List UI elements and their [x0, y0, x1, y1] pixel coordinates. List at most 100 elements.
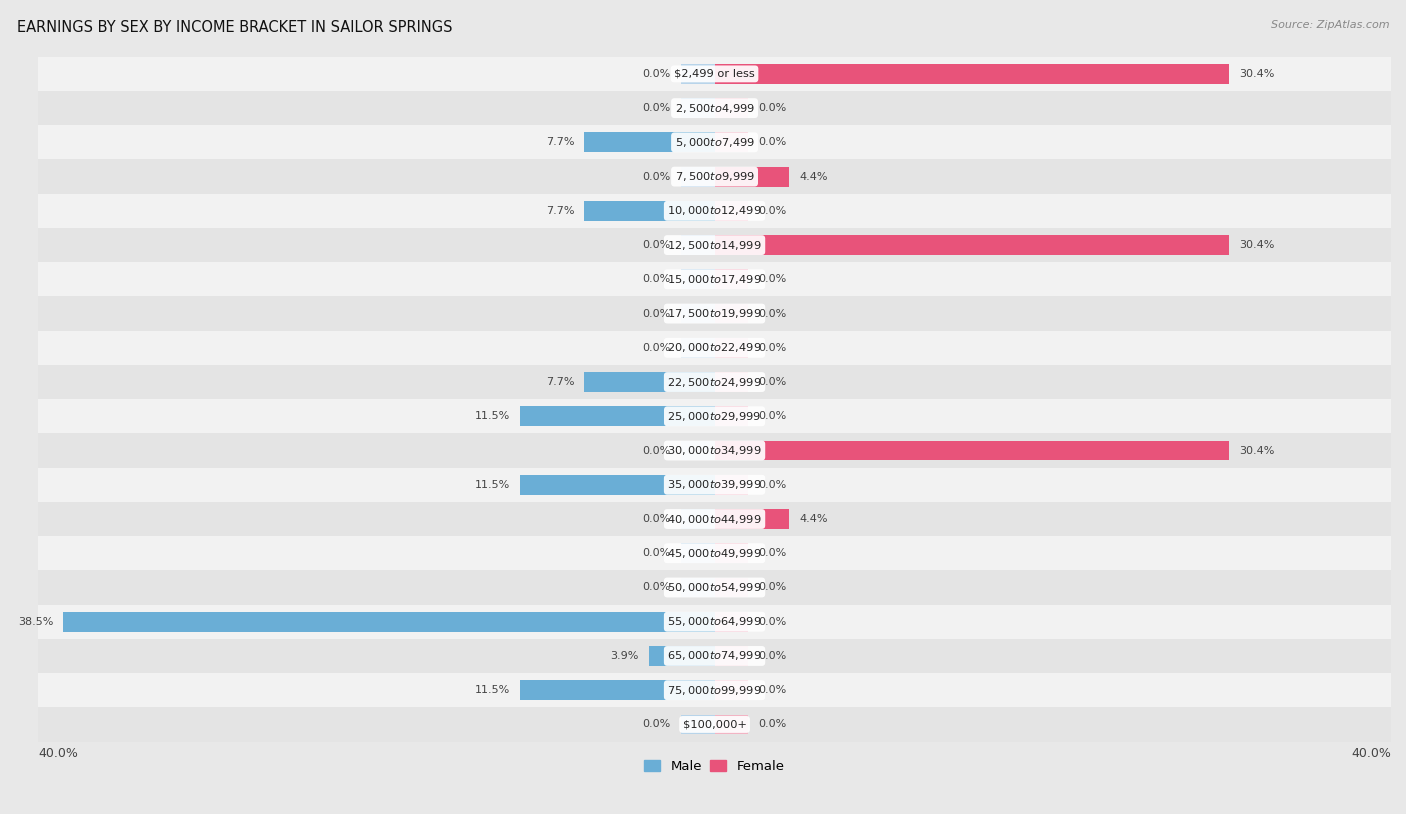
Text: 7.7%: 7.7%	[546, 138, 574, 147]
Bar	[714, 646, 748, 666]
Bar	[681, 406, 714, 427]
Bar	[714, 612, 748, 632]
Bar	[714, 235, 748, 255]
Text: $75,000 to $99,999: $75,000 to $99,999	[668, 684, 762, 697]
Text: Source: ZipAtlas.com: Source: ZipAtlas.com	[1271, 20, 1389, 30]
Bar	[38, 330, 1391, 365]
Text: $50,000 to $54,999: $50,000 to $54,999	[668, 581, 762, 594]
Bar	[585, 133, 714, 152]
Bar	[38, 296, 1391, 330]
Text: $15,000 to $17,499: $15,000 to $17,499	[668, 273, 762, 286]
Text: 0.0%: 0.0%	[758, 549, 787, 558]
Bar	[681, 612, 714, 632]
Text: $2,499 or less: $2,499 or less	[675, 69, 755, 79]
Text: $2,500 to $4,999: $2,500 to $4,999	[675, 102, 755, 115]
Text: 0.0%: 0.0%	[643, 445, 671, 456]
Bar	[38, 605, 1391, 639]
Bar	[714, 133, 748, 152]
Text: 11.5%: 11.5%	[475, 685, 510, 695]
Bar	[585, 372, 714, 392]
Bar	[714, 167, 789, 186]
Bar	[681, 98, 714, 118]
Text: 0.0%: 0.0%	[758, 720, 787, 729]
Text: $55,000 to $64,999: $55,000 to $64,999	[668, 615, 762, 628]
Text: 0.0%: 0.0%	[758, 103, 787, 113]
Text: $20,000 to $22,499: $20,000 to $22,499	[668, 341, 762, 354]
Text: 0.0%: 0.0%	[758, 617, 787, 627]
Text: 0.0%: 0.0%	[643, 172, 671, 182]
Bar	[38, 125, 1391, 160]
Bar	[714, 543, 748, 563]
Text: 0.0%: 0.0%	[643, 69, 671, 79]
Text: 0.0%: 0.0%	[758, 309, 787, 318]
Bar	[63, 612, 714, 632]
Text: 0.0%: 0.0%	[643, 583, 671, 593]
Text: 11.5%: 11.5%	[475, 479, 510, 490]
Bar	[38, 536, 1391, 571]
Text: $12,500 to $14,999: $12,500 to $14,999	[668, 239, 762, 252]
Bar	[681, 646, 714, 666]
Bar	[681, 543, 714, 563]
Bar	[38, 160, 1391, 194]
Bar	[38, 228, 1391, 262]
Text: 0.0%: 0.0%	[758, 206, 787, 216]
Bar	[714, 475, 748, 495]
Bar	[681, 201, 714, 221]
Text: $65,000 to $74,999: $65,000 to $74,999	[668, 650, 762, 663]
Bar	[681, 235, 714, 255]
Bar	[681, 681, 714, 700]
Bar	[38, 639, 1391, 673]
Text: $30,000 to $34,999: $30,000 to $34,999	[668, 444, 762, 457]
Bar	[714, 304, 748, 323]
Text: 0.0%: 0.0%	[643, 514, 671, 524]
Bar	[38, 433, 1391, 468]
Text: 30.4%: 30.4%	[1239, 445, 1274, 456]
Bar	[681, 338, 714, 357]
Text: 0.0%: 0.0%	[758, 274, 787, 284]
Bar	[714, 681, 748, 700]
Bar	[585, 201, 714, 221]
Bar	[520, 406, 714, 427]
Text: EARNINGS BY SEX BY INCOME BRACKET IN SAILOR SPRINGS: EARNINGS BY SEX BY INCOME BRACKET IN SAI…	[17, 20, 453, 35]
Text: 0.0%: 0.0%	[643, 240, 671, 250]
Text: 0.0%: 0.0%	[643, 309, 671, 318]
Bar	[681, 372, 714, 392]
Text: 0.0%: 0.0%	[643, 549, 671, 558]
Text: 40.0%: 40.0%	[1351, 746, 1391, 759]
Bar	[681, 167, 714, 186]
Bar	[714, 715, 748, 734]
Bar	[714, 440, 748, 461]
Text: $100,000+: $100,000+	[683, 720, 747, 729]
Bar	[520, 475, 714, 495]
Bar	[681, 304, 714, 323]
Bar	[714, 98, 748, 118]
Bar	[38, 707, 1391, 742]
Bar	[714, 578, 748, 597]
Bar	[714, 509, 789, 529]
Bar	[38, 571, 1391, 605]
Bar	[714, 235, 1229, 255]
Text: 0.0%: 0.0%	[758, 377, 787, 387]
Text: 4.4%: 4.4%	[799, 172, 828, 182]
Bar	[714, 338, 748, 357]
Text: $40,000 to $44,999: $40,000 to $44,999	[668, 513, 762, 526]
Bar	[648, 646, 714, 666]
Bar	[38, 468, 1391, 502]
Bar	[714, 167, 748, 186]
Bar	[714, 406, 748, 427]
Text: $7,500 to $9,999: $7,500 to $9,999	[675, 170, 755, 183]
Text: $35,000 to $39,999: $35,000 to $39,999	[668, 479, 762, 492]
Bar	[714, 201, 748, 221]
Bar	[681, 64, 714, 84]
Bar	[714, 372, 748, 392]
Bar	[681, 578, 714, 597]
Text: 0.0%: 0.0%	[758, 411, 787, 422]
Text: $25,000 to $29,999: $25,000 to $29,999	[668, 409, 762, 422]
Bar	[681, 269, 714, 289]
Bar	[681, 715, 714, 734]
Bar	[520, 681, 714, 700]
Text: 4.4%: 4.4%	[799, 514, 828, 524]
Text: 7.7%: 7.7%	[546, 206, 574, 216]
Bar	[38, 57, 1391, 91]
Text: 0.0%: 0.0%	[643, 720, 671, 729]
